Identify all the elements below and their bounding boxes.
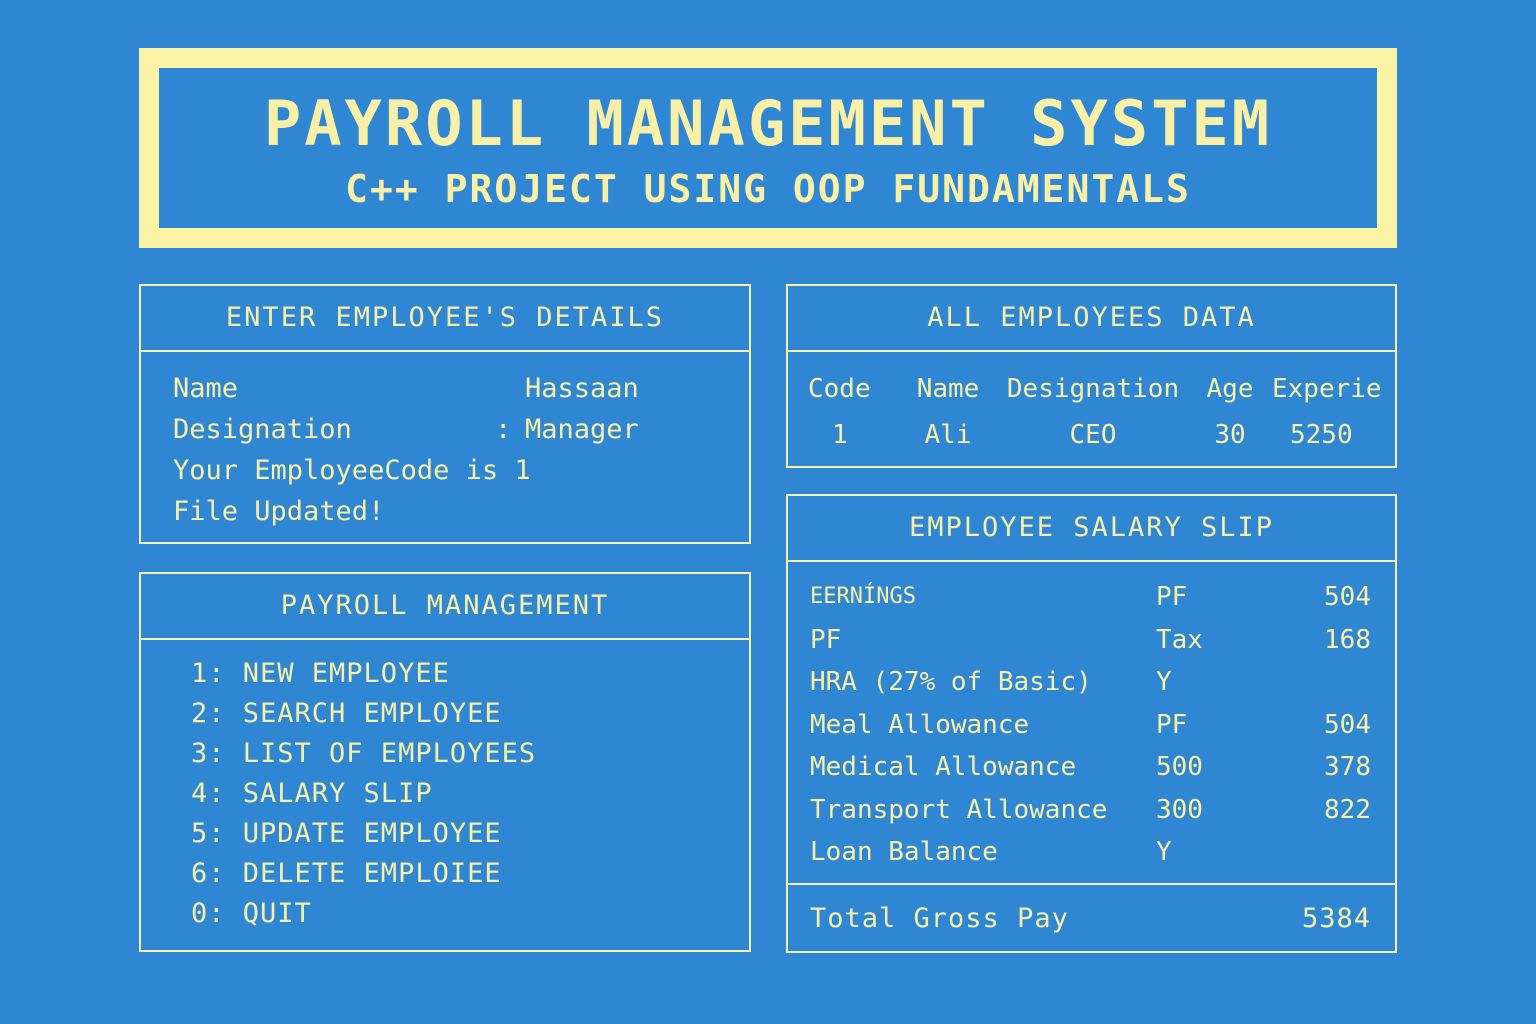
slip-value	[1256, 661, 1371, 704]
employee-details-panel: ENTER EMPLOYEE'S DETAILS Name Hassaan De…	[139, 284, 751, 544]
slip-middle: Y	[1156, 837, 1172, 867]
menu-item-delete-employee[interactable]: 6: DELETE EMPLOIEE	[191, 858, 502, 889]
details-label-name: Name	[173, 373, 239, 404]
employee-details-body: Name Hassaan Designation : Manager Your …	[141, 352, 749, 532]
total-gross-pay-value: 5384	[1301, 902, 1371, 934]
slip-value: 822	[1324, 794, 1371, 825]
slip-middle: PF	[1156, 709, 1188, 740]
file-status-message: File Updated!	[173, 496, 385, 527]
details-row-name: Name Hassaan	[173, 368, 717, 409]
slip-middle: PF	[1156, 582, 1188, 612]
table-row[interactable]: 1 Ali CEO 30 5250	[808, 412, 1395, 458]
slip-row: Loan Balance Y	[810, 831, 1371, 874]
slip-label: Transport Allowance	[810, 794, 1108, 825]
cell-code: 1	[832, 420, 848, 450]
column-header-name: Name	[916, 374, 980, 404]
payroll-menu-title: PAYROLL MANAGEMENT	[141, 574, 749, 640]
slip-value: 504	[1324, 582, 1371, 612]
slip-row: Meal Allowance PF 504	[810, 704, 1371, 747]
slip-value: 378	[1324, 752, 1371, 782]
slip-value: 504	[1324, 709, 1371, 740]
slip-row: EERNÍNGS PF 504	[810, 576, 1371, 619]
details-value-name[interactable]: Hassaan	[525, 373, 639, 404]
slip-label: HRA (27% of Basic)	[810, 667, 1092, 697]
title-banner-inner: PAYROLL MANAGEMENT SYSTEM C++ PROJECT US…	[159, 68, 1377, 228]
slip-value: 168	[1324, 624, 1371, 655]
cell-age: 30	[1214, 420, 1246, 450]
slip-row: PF Tax 168	[810, 619, 1371, 662]
total-gross-pay-row: Total Gross Pay 5384	[788, 883, 1395, 951]
cell-experience: 5250	[1290, 420, 1353, 450]
slip-row: Medical Allowance 500 378	[810, 746, 1371, 789]
employees-data-title: ALL EMPLOYEES DATA	[788, 286, 1395, 352]
title-banner: PAYROLL MANAGEMENT SYSTEM C++ PROJECT US…	[139, 48, 1397, 248]
details-separator: :	[495, 414, 512, 445]
details-row-designation: Designation : Manager	[173, 409, 717, 450]
details-value-designation[interactable]: Manager	[525, 414, 639, 445]
menu-item-salary-slip[interactable]: 4: SALARY SLIP	[191, 778, 433, 809]
cell-designation: CEO	[1069, 420, 1117, 450]
menu-item-list-employees[interactable]: 3: LIST OF EMPLOYEES	[191, 738, 537, 769]
slip-middle: Tax	[1156, 624, 1203, 655]
employees-table: Code Name Designation Age Experie 1 Ali …	[788, 352, 1395, 458]
salary-slip-title: EMPLOYEE SALARY SLIP	[788, 496, 1395, 562]
employees-data-panel: ALL EMPLOYEES DATA Code Name Designation…	[786, 284, 1397, 468]
page-title: PAYROLL MANAGEMENT SYSTEM	[263, 87, 1273, 160]
slip-value	[1256, 831, 1371, 874]
details-label-designation: Designation	[173, 414, 352, 445]
column-header-code: Code	[808, 374, 871, 404]
slip-label: Loan Balance	[810, 837, 998, 867]
slip-row: Transport Allowance 300 822	[810, 789, 1371, 832]
slip-middle: 500	[1156, 752, 1203, 782]
cell-name: Ali	[924, 420, 972, 450]
total-gross-pay-label: Total Gross Pay	[810, 902, 1069, 934]
slip-label: EERNÍNGS	[810, 584, 916, 609]
employees-table-header: Code Name Designation Age Experie	[808, 366, 1395, 412]
employee-code-message: Your EmployeeCode is 1	[173, 455, 531, 486]
employee-details-title: ENTER EMPLOYEE'S DETAILS	[141, 286, 749, 352]
slip-middle: Y	[1156, 667, 1172, 697]
menu-item-quit[interactable]: 0: QUIT	[191, 898, 312, 929]
slip-label: PF	[810, 624, 842, 655]
slip-label: Medical Allowance	[810, 752, 1077, 782]
column-header-designation: Designation	[1006, 374, 1180, 404]
salary-slip-panel: EMPLOYEE SALARY SLIP EERNÍNGS PF 504 PF …	[786, 494, 1397, 953]
column-header-experience: Experie	[1272, 374, 1382, 404]
slip-label: Meal Allowance	[810, 709, 1030, 740]
menu-item-update-employee[interactable]: 5: UPDATE EMPLOYEE	[191, 818, 502, 849]
salary-slip-body: EERNÍNGS PF 504 PF Tax 168 HRA (27% of B…	[788, 562, 1395, 874]
menu-item-new-employee[interactable]: 1: NEW EMPLOYEE	[191, 658, 450, 689]
page-subtitle: C++ PROJECT USING OOP FUNDAMENTALS	[345, 167, 1191, 211]
payroll-menu-list: 1: NEW EMPLOYEE 2: SEARCH EMPLOYEE 3: LI…	[141, 640, 749, 934]
slip-middle: 300	[1156, 794, 1203, 825]
slip-row: HRA (27% of Basic) Y	[810, 661, 1371, 704]
payroll-menu-panel: PAYROLL MANAGEMENT 1: NEW EMPLOYEE 2: SE…	[139, 572, 751, 952]
menu-item-search-employee[interactable]: 2: SEARCH EMPLOYEE	[191, 698, 502, 729]
column-header-age: Age	[1206, 374, 1254, 404]
